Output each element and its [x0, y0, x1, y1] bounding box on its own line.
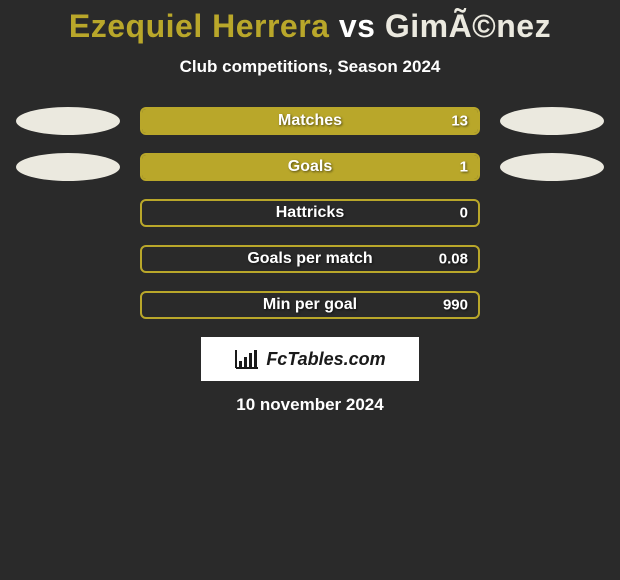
date: 10 november 2024 [0, 395, 620, 415]
stat-label: Goals [288, 158, 332, 176]
stat-value: 0 [460, 205, 468, 222]
stat-label: Matches [278, 112, 342, 130]
stat-row: Min per goal 990 [0, 291, 620, 319]
stat-bar: Goals per match 0.08 [140, 245, 480, 273]
right-ellipse [500, 107, 604, 135]
logo-box: FcTables.com [201, 337, 419, 381]
stat-row: Goals 1 [0, 153, 620, 181]
stat-row: Hattricks 0 [0, 199, 620, 227]
stat-bar: Matches 13 [140, 107, 480, 135]
right-ellipse [500, 153, 604, 181]
stat-label: Hattricks [276, 204, 344, 222]
left-ellipse [16, 153, 120, 181]
title-part: Ezequiel Herrera [69, 8, 330, 44]
left-ellipse [16, 107, 120, 135]
stat-bar: Hattricks 0 [140, 199, 480, 227]
stat-value: 13 [451, 113, 468, 130]
stat-row: Matches 13 [0, 107, 620, 135]
subtitle: Club competitions, Season 2024 [0, 57, 620, 77]
stat-value: 0.08 [439, 251, 468, 268]
logo-text: FcTables.com [266, 349, 385, 370]
stat-rows: Matches 13 Goals 1 Hattricks 0 Goals per match… [0, 107, 620, 319]
title-part: GimÃ©nez [385, 8, 551, 44]
stat-label: Min per goal [263, 296, 357, 314]
stat-row: Goals per match 0.08 [0, 245, 620, 273]
title: Ezequiel Herrera vs GimÃ©nez [0, 8, 620, 45]
stat-value: 990 [443, 297, 468, 314]
stat-label: Goals per match [247, 250, 372, 268]
stat-bar: Goals 1 [140, 153, 480, 181]
bar-chart-icon [234, 348, 260, 370]
title-part: vs [329, 8, 384, 44]
comparison-infographic: Ezequiel Herrera vs GimÃ©nez Club compet… [0, 0, 620, 415]
stat-bar: Min per goal 990 [140, 291, 480, 319]
stat-value: 1 [460, 159, 468, 176]
